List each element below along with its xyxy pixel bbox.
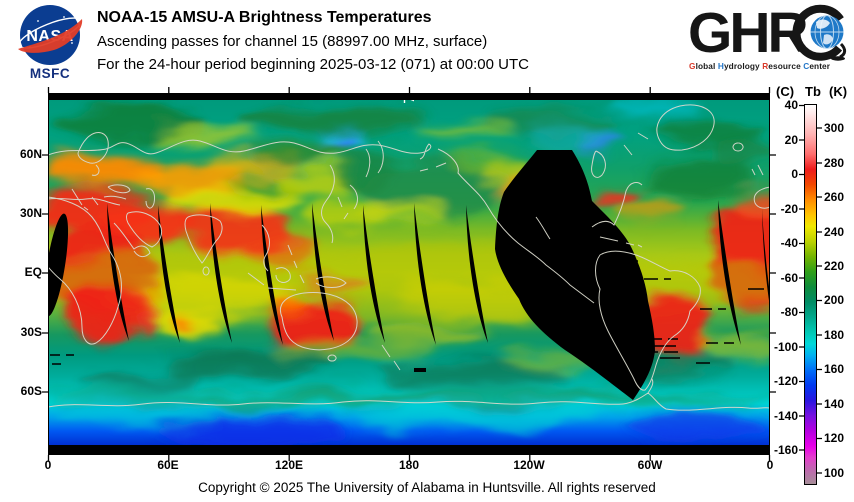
ghrc-tagline-word: C xyxy=(803,61,810,71)
lon-tick-label: 180 xyxy=(398,458,420,472)
svg-text:GHR: GHR xyxy=(688,4,808,62)
celsius-tick-label: -160 xyxy=(773,443,798,457)
kelvin-tick-label: 140 xyxy=(824,397,845,411)
map-canvas xyxy=(28,93,798,455)
polar-no-data-bands xyxy=(48,93,770,455)
celsius-tick-label: -20 xyxy=(780,202,798,216)
map-border xyxy=(48,93,770,455)
kelvin-tick-label: 200 xyxy=(824,293,845,307)
colorbar-gradient xyxy=(804,104,817,485)
kelvin-tick-label: 120 xyxy=(824,431,845,445)
kelvin-tick-label: 240 xyxy=(824,225,845,239)
lat-tick-label: 60S xyxy=(20,384,42,398)
ghrc-logo-art: GHR xyxy=(688,1,847,65)
subtitle-channel: Ascending passes for channel 15 (88997.0… xyxy=(97,33,488,50)
colorbar-tb-header: Tb xyxy=(805,84,821,99)
page-title: NOAA-15 AMSU-A Brightness Temperatures xyxy=(97,9,432,26)
lat-tick-label: EQ xyxy=(24,265,42,279)
ghrc-tagline-word: enter xyxy=(809,61,831,71)
missing-swath xyxy=(495,150,655,400)
celsius-tick-label: 20 xyxy=(784,133,798,147)
kelvin-tick-label: 220 xyxy=(824,259,845,273)
ghrc-tagline-word: H xyxy=(717,61,724,71)
ghrc-tagline-word: lobal xyxy=(695,61,718,71)
celsius-tick-label: -120 xyxy=(773,374,798,388)
ghrc-logo-icon: GHR xyxy=(688,1,847,65)
celsius-tick-label: 40 xyxy=(784,98,798,112)
ghrc-tagline-word: esource xyxy=(768,61,804,71)
celsius-tick-label: -140 xyxy=(773,409,798,423)
celsius-tick-label: 0 xyxy=(791,167,798,181)
ghrc-tagline: Global Hydrology Resource Center xyxy=(689,61,853,71)
lon-tick-label: 60E xyxy=(157,458,179,472)
lon-tick-label: 60W xyxy=(637,458,663,472)
kelvin-tick-label: 280 xyxy=(824,156,845,170)
brightness-temperature-map xyxy=(28,93,798,455)
celsius-tick-label: -100 xyxy=(773,340,798,354)
lon-tick-label: 0 xyxy=(766,458,774,472)
kelvin-tick-label: 260 xyxy=(824,190,845,204)
colorbar-kelvin-header: (K) xyxy=(829,84,848,99)
lat-tick-label: 30N xyxy=(19,206,42,220)
nasa-logo: NASA xyxy=(8,3,92,67)
kelvin-tick-label: 160 xyxy=(824,362,845,376)
nasa-meatball-art: NASA xyxy=(18,5,83,65)
colorbar-celsius-header: (C) xyxy=(776,84,795,99)
lat-tick-label: 30S xyxy=(20,325,42,339)
ghrc-tagline-word: R xyxy=(762,61,769,71)
celsius-tick-label: -80 xyxy=(780,305,798,319)
kelvin-tick-label: 300 xyxy=(824,121,845,135)
ghrc-logo: GHR xyxy=(688,1,854,65)
lat-tick-label: 60N xyxy=(19,147,42,161)
lon-tick-label: 120E xyxy=(274,458,304,472)
ghrc-tagline-word: ydrology xyxy=(723,61,763,71)
celsius-tick-label: -60 xyxy=(780,271,798,285)
kelvin-tick-label: 100 xyxy=(824,466,845,480)
scanline-dropouts xyxy=(50,260,764,372)
kelvin-tick-label: 180 xyxy=(824,328,845,342)
subtitle-period: For the 24-hour period beginning 2025-03… xyxy=(97,56,529,73)
lon-tick-label: 120W xyxy=(513,458,545,472)
nasa-meatball-icon: NASA xyxy=(18,5,83,65)
coastlines xyxy=(47,104,771,411)
celsius-tick-label: -40 xyxy=(780,236,798,250)
nasa-msfc-label: MSFC xyxy=(29,66,71,81)
copyright-text: Copyright © 2025 The University of Alaba… xyxy=(198,480,656,495)
lon-tick-label: 0 xyxy=(44,458,52,472)
no-data-gaps xyxy=(43,200,777,345)
ghrc-tagline-word: G xyxy=(689,61,696,71)
